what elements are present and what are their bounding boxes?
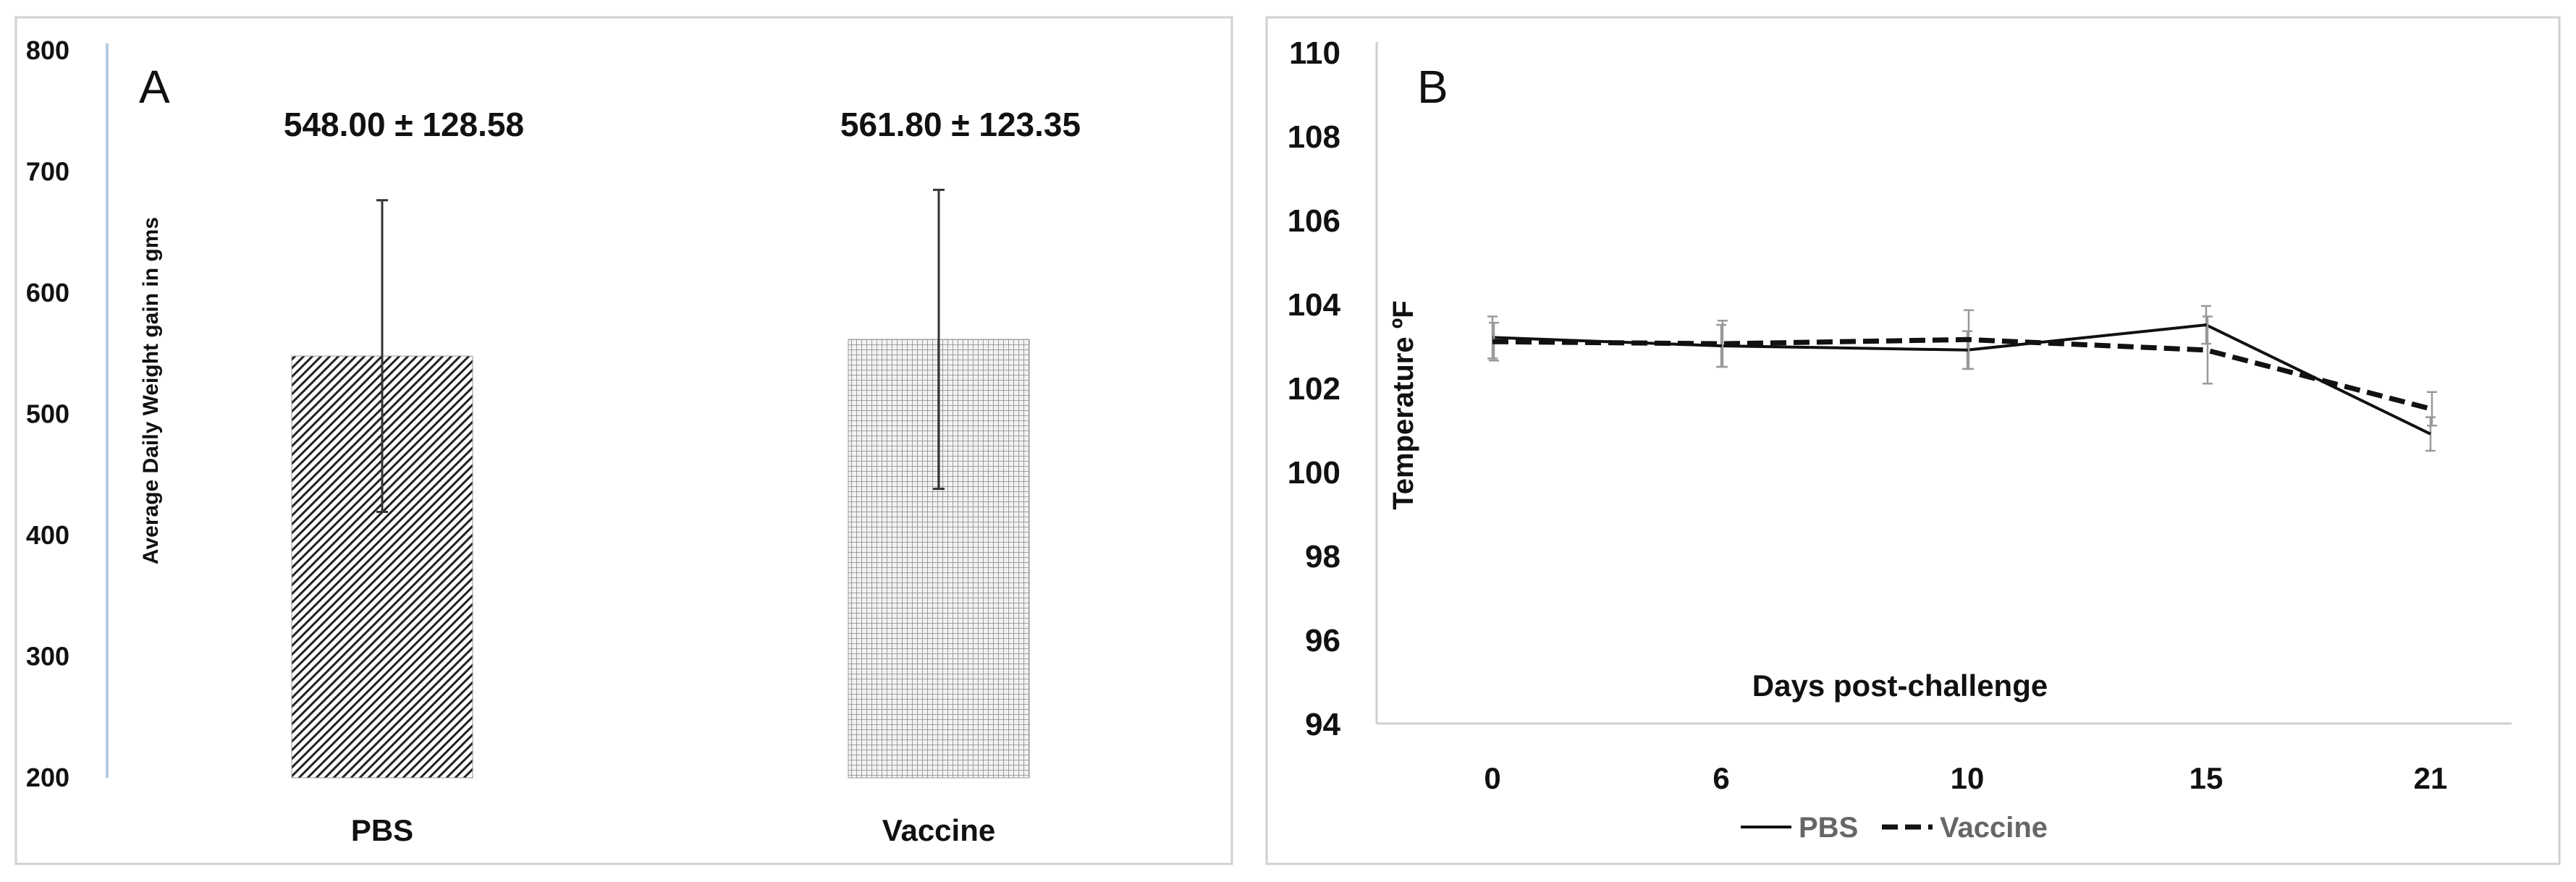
panel-a-y-tick-label: 700 [26,157,69,187]
bar-annotation-pbs: 548.00 ± 128.58 [284,106,524,143]
panel-b-x-tick-label: 6 [1713,761,1729,795]
legend-label-pbs: PBS [1799,812,1858,844]
panel-a-y-tick-label: 300 [26,642,69,671]
category-label-pbs: PBS [351,813,413,847]
panel-b-series [1487,305,2437,452]
panel-a-y-tick-label: 800 [26,35,69,65]
panel-a-y-ticks: 200 300 400 500 600 700 800 [26,35,69,792]
panel-b-y-tick-label: 98 [1305,539,1340,574]
panel-a-y-tick-label: 500 [26,399,69,429]
panel-a-y-axis-label: Average Daily Weight gain in gms [139,217,163,564]
category-label-vaccine: Vaccine [882,813,995,847]
panel-b-y-tick-label: 110 [1289,35,1340,71]
panel-b-frame [1265,16,2561,865]
panel-a-y-tick-label: 400 [26,520,69,550]
panel-b-x-tick-label: 10 [1951,761,1985,795]
error-bars-pbs [1487,305,2436,452]
panel-b-legend: PBS Vaccine [1741,812,2048,844]
panel-b-y-tick-label: 102 [1288,371,1340,407]
panel-b-x-ticks: 0 6 10 15 21 [1484,761,2447,795]
legend-label-vaccine: Vaccine [1940,812,2048,844]
panel-a-bars: 548.00 ± 128.58 PBS 561.80 ± 123.35 Vaccine [284,106,1081,847]
panel-b-y-tick-label: 104 [1288,287,1341,323]
panel-b-y-tick-label: 96 [1305,623,1340,658]
panel-b-y-tick-label: 100 [1288,455,1340,491]
panel-b-y-tick-label: 106 [1288,203,1340,239]
panel-b-x-axis-label: Days post-challenge [1752,669,2048,703]
panel-a-y-tick-label: 200 [26,763,69,792]
panel-b-y-tick-label: 94 [1305,707,1340,742]
panel-b-y-ticks: 94 96 98 100 102 104 106 108 110 [1288,35,1341,742]
panel-b-x-tick-label: 15 [2189,761,2224,795]
panel-a-label: A [139,61,170,113]
panel-a-y-tick-label: 600 [26,278,69,308]
panel-b-x-tick-label: 0 [1484,761,1500,795]
panel-a-frame [14,16,1233,865]
bar-annotation-vaccine: 561.80 ± 123.35 [840,106,1081,143]
panel-b-y-axis-label: Temperature ºF [1388,300,1419,510]
panel-b-x-tick-label: 21 [2414,761,2448,795]
panel-b-label: B [1417,61,1448,113]
panel-b-y-tick-label: 108 [1288,119,1340,155]
